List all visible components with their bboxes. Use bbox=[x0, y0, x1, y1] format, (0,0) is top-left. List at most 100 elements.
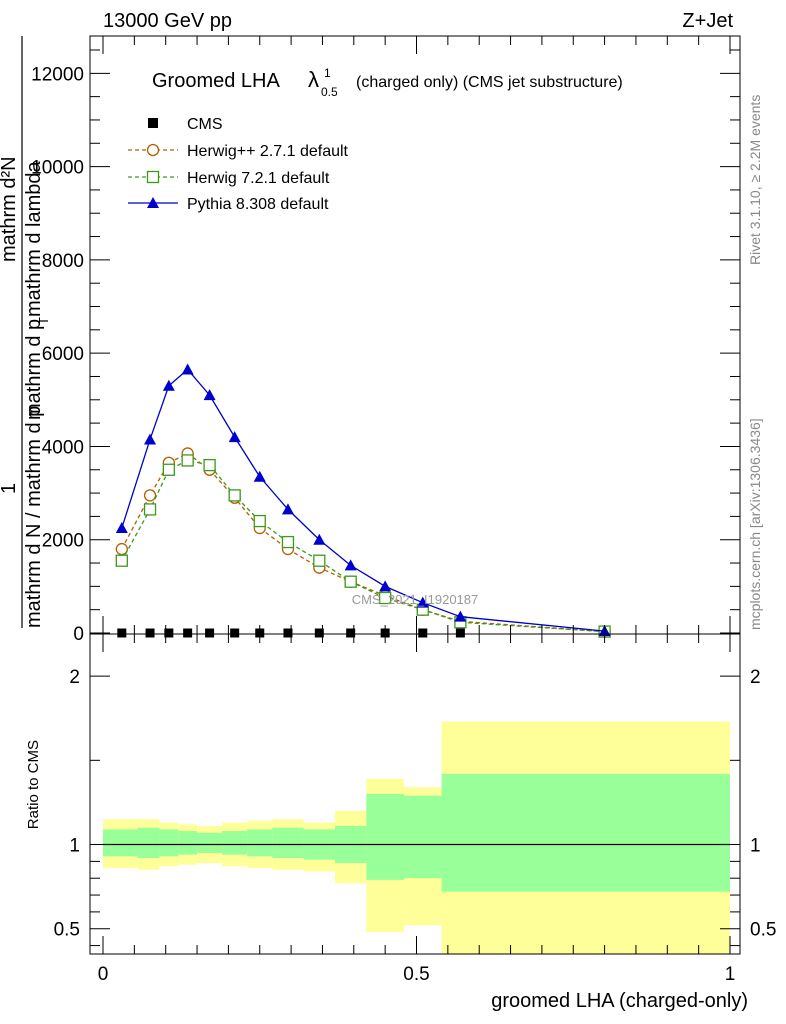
data-point bbox=[115, 542, 128, 556]
ratio-y-tick-label-left: 2 bbox=[69, 667, 80, 688]
uncertainty-band-inner bbox=[247, 829, 273, 857]
data-point bbox=[455, 628, 465, 638]
data-point bbox=[418, 628, 428, 638]
uncertainty-band-inner bbox=[403, 795, 442, 879]
chart-title-rest: (charged only) (CMS jet substructure) bbox=[356, 74, 623, 91]
data-point bbox=[228, 431, 241, 443]
ratio-y-axis-label: Ratio to CMS bbox=[25, 740, 42, 829]
uncertainty-band-inner bbox=[197, 832, 223, 853]
uncertainty-band-inner bbox=[441, 773, 730, 892]
data-point bbox=[145, 628, 155, 638]
data-point bbox=[181, 454, 194, 467]
mcplots-label: mcplots.cern.ch [arXiv:1306.3436] bbox=[747, 418, 763, 630]
legend-entry-herwig7: Herwig 7.2.1 default bbox=[128, 170, 330, 187]
ratio-plot-frame bbox=[89, 633, 741, 955]
data-point bbox=[164, 628, 174, 638]
y-tick-label: 4000 bbox=[42, 437, 84, 458]
chart-title-lambda: λ bbox=[308, 67, 319, 92]
y-tick-label: 8000 bbox=[42, 251, 84, 272]
data-point bbox=[115, 522, 128, 534]
y-tick-label: 2000 bbox=[42, 531, 84, 552]
x-tick-label: 0.5 bbox=[403, 964, 429, 985]
energy-label: 13000 GeV pp bbox=[103, 10, 232, 32]
data-point bbox=[203, 458, 216, 472]
data-point bbox=[346, 628, 356, 638]
series-line bbox=[121, 368, 605, 632]
legend-marker-pythia bbox=[147, 197, 159, 208]
legend-entry-cms: CMS bbox=[148, 116, 223, 133]
ratio-y-tick-label-right: 0.5 bbox=[750, 920, 776, 941]
y-axis-label-prefactor: 1 bbox=[0, 483, 20, 494]
ratio-plot-panel: 0.5 0.5 1 1 2 2 0 0.5 1 Ratio to CMS groomed LHA… bbox=[25, 633, 776, 1012]
ratio-y-tick-label-left: 1 bbox=[69, 836, 80, 857]
y-axis-label-subscript: T bbox=[36, 317, 51, 325]
rivet-label: Rivet 3.1.10, ≥ 2.2M events bbox=[747, 95, 763, 265]
uncertainty-band-inner bbox=[178, 831, 198, 855]
data-point bbox=[344, 559, 357, 571]
uncertainty-band-inner bbox=[137, 827, 160, 858]
data-point bbox=[253, 514, 266, 528]
process-label: Z+Jet bbox=[682, 10, 733, 32]
x-tick-label: 0 bbox=[98, 964, 109, 985]
data-point bbox=[143, 503, 157, 516]
main-plot-ticks: 0 2000 4000 6000 8000 10000 12000 bbox=[31, 36, 740, 645]
series-1 bbox=[115, 447, 611, 638]
series-3 bbox=[115, 363, 611, 637]
x-axis-label: groomed LHA (charged-only) bbox=[491, 990, 748, 1012]
y-axis-label-prefactor-bottom: mathrm d N / mathrm d p bbox=[23, 406, 45, 628]
legend-label-pythia: Pythia 8.308 default bbox=[187, 196, 329, 213]
chart-title-main: Groomed LHA bbox=[152, 70, 280, 92]
uncertainty-band-inner bbox=[272, 827, 304, 858]
y-axis-label-denominator-rest: mathrm d lambda bbox=[23, 161, 45, 317]
data-point bbox=[228, 489, 241, 502]
legend-label-herwigpp: Herwig++ 2.7.1 default bbox=[187, 143, 349, 160]
legend-marker-herwigpp bbox=[146, 143, 160, 157]
y-axis-label-numerator: mathrm d²N bbox=[0, 156, 20, 262]
data-point bbox=[281, 503, 294, 515]
main-plot-panel: 0 2000 4000 6000 8000 10000 12000 CMS_2021_I19… bbox=[0, 35, 741, 645]
data-point bbox=[344, 575, 357, 588]
data-point bbox=[230, 628, 240, 638]
legend-entry-herwigpp: Herwig++ 2.7.1 default bbox=[128, 143, 349, 160]
legend-label-herwig7: Herwig 7.2.1 default bbox=[187, 170, 330, 187]
data-point bbox=[162, 379, 175, 391]
series-2 bbox=[115, 454, 611, 638]
chart-title-sup: 1 bbox=[324, 66, 331, 80]
legend-marker-herwig7 bbox=[146, 170, 160, 184]
legend: CMS Herwig++ 2.7.1 default Herwig 7.2.1 … bbox=[128, 116, 349, 213]
legend-entry-pythia: Pythia 8.308 default bbox=[128, 196, 329, 213]
data-point bbox=[181, 363, 194, 375]
y-tick-label: 0 bbox=[73, 624, 84, 645]
ratio-y-tick-label-left: 0.5 bbox=[54, 920, 80, 941]
data-point bbox=[162, 463, 175, 476]
data-point bbox=[313, 554, 326, 567]
data-point bbox=[143, 489, 157, 502]
legend-label-cms: CMS bbox=[187, 116, 223, 133]
y-tick-label: 10000 bbox=[31, 158, 84, 179]
ratio-y-tick-label-right: 2 bbox=[750, 667, 761, 688]
data-point bbox=[378, 591, 392, 605]
data-point bbox=[253, 470, 266, 482]
data-point bbox=[144, 433, 157, 445]
uncertainty-band-inner bbox=[222, 831, 248, 855]
uncertainty-band-inner bbox=[159, 829, 179, 857]
data-point bbox=[281, 535, 295, 549]
y-axis-label: mathrm d²N mathrm d p T mathrm d lambda … bbox=[0, 36, 51, 628]
ratio-plot-ticks: 0.5 0.5 1 1 2 2 0 0.5 1 bbox=[54, 634, 776, 985]
data-point bbox=[183, 628, 193, 638]
uncertainty-band-inner bbox=[366, 794, 404, 880]
ratio-bands bbox=[103, 721, 730, 954]
legend-marker-cms bbox=[148, 118, 158, 128]
data-point bbox=[416, 596, 429, 608]
uncertainty-band-inner bbox=[103, 829, 138, 857]
chart-title-sub: 0.5 bbox=[321, 85, 338, 99]
data-point bbox=[115, 554, 128, 567]
data-point bbox=[283, 628, 293, 638]
data-point bbox=[314, 628, 324, 638]
data-point bbox=[313, 533, 326, 545]
data-point bbox=[117, 628, 127, 638]
x-tick-label: 1 bbox=[725, 964, 736, 985]
y-axis-label-denominator: mathrm d p bbox=[23, 319, 45, 420]
data-point bbox=[203, 389, 216, 401]
